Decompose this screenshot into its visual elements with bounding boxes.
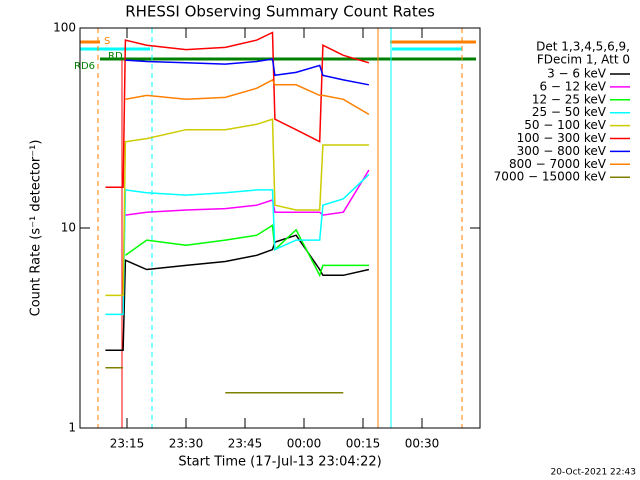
timestamp: 20-Oct-2021 22:43: [551, 468, 636, 478]
legend-title: Det 1,3,4,5,6,9,: [536, 40, 630, 54]
series-line: [125, 58, 370, 86]
y-axis-label: Count Rate (s⁻¹ detector⁻¹): [29, 140, 44, 317]
series-line: [105, 31, 370, 188]
x-tick-label: 00:30: [405, 437, 440, 451]
series-line: [125, 78, 370, 116]
flag-label: S: [104, 36, 110, 47]
series-line: [105, 367, 344, 394]
y-tick-label: 10: [61, 221, 76, 235]
legend-label: 3 − 6 keV: [547, 67, 607, 81]
x-tick-label: 00:00: [287, 437, 322, 451]
legend-label: 300 − 800 keV: [517, 144, 607, 158]
series-line: [105, 118, 369, 297]
legend-label: 12 − 25 keV: [532, 92, 607, 106]
legend-title: FDecim 1, Att 0: [537, 53, 630, 67]
y-tick-label: 1: [68, 421, 76, 435]
legend-label: 7000 − 15000 keV: [494, 170, 607, 184]
x-tick-label: 23:30: [169, 437, 204, 451]
y-tick-label: 100: [53, 21, 76, 35]
chart-title: RHESSI Observing Summary Count Rates: [125, 3, 435, 21]
series-line: [105, 174, 370, 316]
flag-label: RD6: [74, 61, 95, 72]
x-tick-label: 23:15: [110, 437, 145, 451]
flag-label: RD: [108, 51, 123, 62]
series-line: [105, 234, 370, 351]
legend-label: 100 − 300 keV: [517, 131, 607, 145]
x-axis-label: Start Time (17-Jul-13 23:04:22): [178, 455, 381, 470]
legend-label: 25 − 50 keV: [532, 105, 607, 119]
legend-label: 6 − 12 keV: [539, 79, 606, 93]
x-tick-label: 00:15: [346, 437, 381, 451]
legend-label: 50 − 100 keV: [524, 118, 607, 132]
x-tick-label: 23:45: [228, 437, 263, 451]
legend-label: 800 − 7000 keV: [509, 157, 607, 171]
